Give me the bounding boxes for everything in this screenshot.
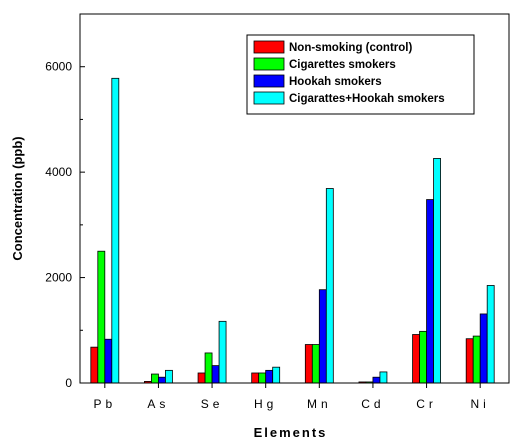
bar-mn-series-4: [325, 188, 334, 384]
legend-swatch-series-4: [253, 91, 285, 105]
legend-entry-series-2: Cigarettes smokers: [289, 59, 396, 71]
y-axis: 0 2000 4000 6000: [45, 60, 85, 390]
x-tick-label-hg: Hg: [254, 397, 277, 411]
bar-ni-series-3: [479, 313, 488, 384]
bars-layer: [90, 77, 495, 384]
legend-box: [246, 34, 475, 115]
bar-cr-series-4: [433, 158, 441, 384]
bar-mn-series-1: [304, 344, 313, 384]
legend-entry-series-1: Non-smoking (control): [289, 42, 412, 54]
bar-pb-series-2: [97, 250, 106, 384]
plot-frame: [79, 13, 510, 384]
x-tick-label-mn: Mn: [307, 397, 332, 411]
bar-ni-series-4: [486, 285, 495, 384]
x-tick-label-pb: Pb: [93, 397, 116, 411]
x-axis-label: Elements: [254, 425, 328, 440]
y-axis-label: Concentration (ppb): [10, 136, 25, 260]
x-tick-label-as: As: [147, 397, 169, 411]
legend-swatch-series-2: [253, 57, 285, 71]
bar-cr-series-1: [412, 334, 420, 384]
bar-se-series-3: [211, 365, 220, 384]
bar-cd-series-3: [372, 376, 381, 384]
y-tick-label: 6000: [45, 60, 72, 74]
legend-swatch-series-3: [253, 74, 285, 88]
bar-cd-series-4: [379, 371, 388, 384]
x-tick-label-cd: Cd: [361, 397, 384, 411]
bar-as-series-2: [151, 373, 159, 384]
bar-hg-series-2: [258, 372, 267, 384]
bar-se-series-2: [204, 352, 213, 384]
bar-as-series-3: [158, 376, 166, 384]
legend-swatch-series-1: [253, 40, 285, 54]
bar-mn-series-3: [318, 289, 327, 384]
bar-ni-series-1: [465, 338, 474, 384]
bar-pb-series-3: [104, 338, 113, 384]
x-tick-label-ni: Ni: [471, 397, 490, 411]
bar-hg-series-1: [251, 372, 260, 384]
legend-entry-series-4: Cigarattes+Hookah smokers: [289, 93, 445, 105]
bar-as-series-4: [165, 369, 173, 384]
bar-mn-series-2: [311, 344, 320, 384]
x-tick-label-cr: Cr: [416, 397, 437, 411]
bar-pb-series-1: [90, 346, 99, 384]
y-tick-label: 0: [65, 376, 72, 390]
bar-hg-series-3: [265, 369, 274, 384]
x-tick-label-se: Se: [201, 397, 224, 411]
bar-se-series-1: [197, 372, 206, 384]
bar-ni-series-2: [472, 335, 481, 384]
legend: Non-smoking (control) Cigarettes smokers H…: [246, 34, 475, 115]
y-tick-label: 2000: [45, 271, 72, 285]
y-tick-label: 4000: [45, 165, 72, 179]
bar-hg-series-4: [272, 366, 281, 384]
legend-entry-series-3: Hookah smokers: [289, 76, 382, 88]
bar-cr-series-2: [419, 330, 427, 384]
x-axis: Pb As Se Hg Mn Cd Cr Ni: [93, 383, 490, 411]
bar-se-series-4: [218, 320, 227, 384]
bar-pb-series-4: [111, 77, 120, 384]
bar-cr-series-3: [426, 199, 434, 384]
